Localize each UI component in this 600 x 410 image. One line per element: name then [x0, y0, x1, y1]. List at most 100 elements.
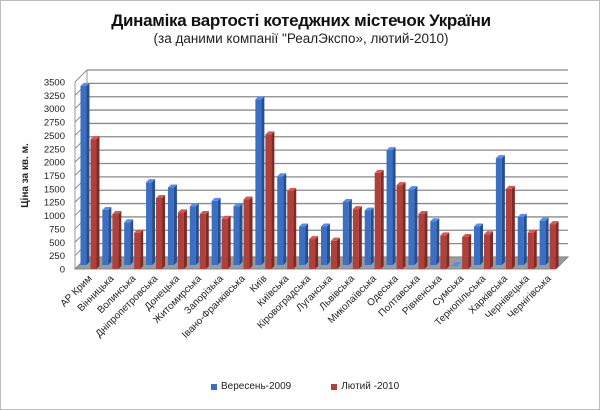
bar-front [452, 265, 459, 266]
bar-front [320, 226, 327, 265]
bar-top [189, 203, 199, 207]
bar-side [96, 136, 100, 269]
bar-top [452, 262, 462, 265]
bar [189, 203, 199, 265]
bar-side [293, 187, 297, 269]
bar-front [156, 197, 163, 269]
bar-side [424, 210, 428, 269]
legend: Вересень-2009 Лютий -2010 [211, 381, 399, 392]
bar-side [130, 219, 134, 265]
bar [177, 209, 187, 269]
bar-front [102, 209, 109, 265]
bar [474, 223, 484, 265]
bar [211, 197, 221, 265]
bar-side [261, 96, 265, 265]
bar [309, 236, 319, 269]
bar [90, 136, 100, 269]
bar [342, 198, 352, 265]
bar-top [177, 209, 187, 213]
bar-front [495, 158, 502, 265]
legend-item: Лютий -2010 [331, 381, 399, 392]
bar-top [484, 231, 494, 235]
bar-top [211, 197, 221, 201]
bar-front [505, 188, 512, 269]
bar-front [527, 232, 534, 269]
bar-front [167, 187, 174, 265]
bar-front [211, 200, 218, 265]
bar-top [408, 186, 418, 190]
bar-side [315, 236, 319, 269]
bar-front [462, 236, 469, 269]
bar-side [370, 207, 374, 265]
bar-side [86, 83, 90, 265]
bar-front [517, 216, 524, 265]
y-tick-label: 1500 [44, 184, 65, 195]
bar-front [265, 134, 272, 269]
bar-front [374, 172, 381, 269]
bar-top [146, 179, 156, 183]
bar-top [396, 182, 406, 186]
bar-top [462, 233, 472, 237]
bar-top [527, 229, 537, 233]
y-tick-label: 3250 [44, 91, 65, 102]
bar-front [146, 182, 153, 265]
bar [517, 213, 527, 265]
bar-front [189, 206, 196, 265]
bar-top [134, 229, 144, 233]
bar-top [495, 155, 505, 159]
bar-front [364, 210, 371, 265]
chart-title: Динаміка вартості котеджних містечок Укр… [111, 11, 491, 30]
bar-side [490, 231, 494, 269]
bar [320, 223, 330, 265]
y-tick-label: 750 [49, 224, 65, 235]
bar-front [124, 222, 131, 265]
bar-side [326, 223, 330, 265]
bar-front [440, 235, 447, 269]
bar-top [167, 184, 177, 188]
bar [265, 131, 275, 269]
bar [527, 229, 537, 269]
bar-front [80, 86, 87, 265]
bar-front [430, 221, 437, 265]
bar-front [243, 199, 250, 269]
bar-front [539, 220, 546, 265]
gridline-side [74, 69, 88, 83]
y-tick-label: 3000 [44, 104, 65, 115]
bar [364, 207, 374, 265]
y-axis-title: Ціна за кв. м. [20, 143, 31, 208]
bar-top [374, 169, 384, 173]
y-tick-label: 1750 [44, 171, 65, 182]
bar-front [396, 185, 403, 269]
bar-front [418, 213, 425, 269]
y-tick-label: 0 [60, 265, 65, 276]
bar-side [414, 186, 418, 265]
bar-side [402, 182, 406, 269]
bar-top [440, 232, 450, 236]
bar-top [199, 210, 209, 214]
bar-side [501, 155, 505, 265]
chart-subtitle: (за даними компанії "РеалЭкспо», лютий-2… [153, 31, 449, 46]
bar-top [90, 136, 100, 140]
bar-side [173, 184, 177, 265]
bar-side [305, 223, 309, 265]
bar [452, 262, 462, 266]
bar-top [549, 221, 559, 225]
bar-side [533, 229, 537, 269]
y-tick-label: 3500 [44, 78, 65, 89]
bar [243, 196, 253, 269]
legend-label: Вересень-2009 [221, 381, 292, 392]
bar-side [118, 210, 122, 269]
bar-top [386, 147, 396, 151]
bar [112, 210, 122, 269]
bar-top [517, 213, 527, 217]
bar-front [277, 176, 284, 265]
bar-side [227, 215, 231, 269]
bar [330, 237, 340, 269]
bar-top [299, 223, 309, 227]
y-tick-label: 2750 [44, 118, 65, 129]
bar-front [309, 239, 316, 269]
y-tick-label: 2000 [44, 158, 65, 169]
bar-top [243, 196, 253, 200]
